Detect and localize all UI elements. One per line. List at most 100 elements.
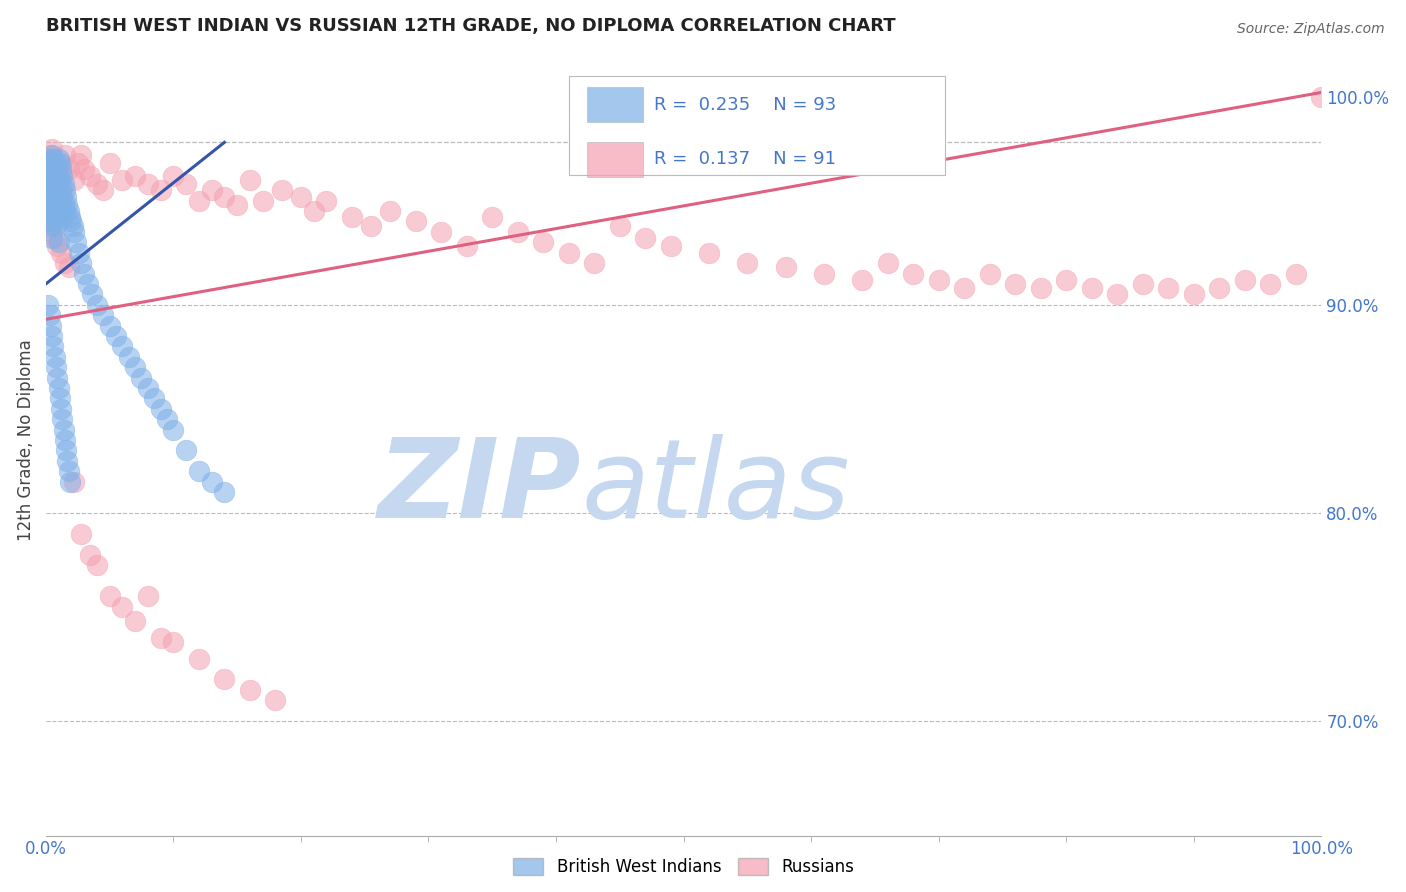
- Point: [70, 256, 93, 270]
- Point: [58, 464, 80, 478]
- Point: [45, 360, 67, 375]
- Point: [44, 177, 66, 191]
- Point: [131, 370, 153, 384]
- Point: [59, 211, 82, 225]
- Point: [56, 198, 79, 212]
- Point: [44, 198, 66, 212]
- Point: [48, 173, 70, 187]
- Point: [41, 225, 63, 239]
- Point: [49, 156, 72, 170]
- Point: [53, 256, 76, 270]
- Point: [1081, 281, 1104, 295]
- Point: [226, 198, 249, 212]
- Point: [42, 214, 65, 228]
- Point: [37, 152, 59, 166]
- Point: [42, 194, 65, 208]
- Point: [80, 287, 103, 301]
- Point: [162, 423, 184, 437]
- Point: [55, 443, 77, 458]
- Point: [37, 298, 59, 312]
- Point: [558, 245, 581, 260]
- Point: [46, 239, 69, 253]
- Point: [136, 589, 159, 603]
- Point: [39, 318, 62, 333]
- Point: [162, 635, 184, 649]
- Legend: British West Indians, Russians: British West Indians, Russians: [506, 851, 860, 882]
- Y-axis label: 12th Grade, No Diploma: 12th Grade, No Diploma: [17, 339, 35, 541]
- Point: [91, 183, 114, 197]
- Point: [58, 204, 80, 219]
- Point: [124, 614, 146, 628]
- Point: [214, 485, 236, 500]
- Point: [39, 156, 62, 170]
- Point: [70, 526, 93, 541]
- Point: [456, 239, 478, 253]
- Point: [48, 214, 70, 228]
- Text: ZIP: ZIP: [378, 434, 582, 541]
- Point: [187, 464, 209, 478]
- Point: [1260, 277, 1282, 291]
- Point: [41, 189, 63, 203]
- Point: [1004, 277, 1026, 291]
- Point: [1233, 273, 1256, 287]
- Point: [136, 381, 159, 395]
- Point: [264, 693, 287, 707]
- Point: [70, 148, 93, 162]
- Text: R =  0.137    N = 91: R = 0.137 N = 91: [654, 150, 837, 169]
- Point: [63, 173, 86, 187]
- Point: [53, 204, 76, 219]
- Point: [53, 148, 76, 162]
- Point: [98, 156, 121, 170]
- Point: [41, 169, 63, 183]
- Point: [775, 260, 797, 275]
- Point: [53, 433, 76, 447]
- Point: [162, 169, 184, 183]
- Point: [49, 392, 72, 406]
- Point: [634, 231, 657, 245]
- Point: [104, 329, 127, 343]
- Point: [124, 169, 146, 183]
- Point: [124, 360, 146, 375]
- Point: [174, 443, 197, 458]
- Point: [66, 156, 89, 170]
- Point: [56, 454, 79, 468]
- Point: [111, 173, 134, 187]
- Point: [79, 169, 101, 183]
- Point: [136, 177, 159, 191]
- Point: [48, 173, 70, 187]
- Point: [201, 475, 224, 489]
- Point: [58, 162, 80, 177]
- Point: [49, 177, 72, 191]
- Point: [52, 423, 75, 437]
- Point: [903, 267, 925, 281]
- Point: [1157, 281, 1180, 295]
- Point: [39, 219, 62, 233]
- Point: [48, 235, 70, 250]
- Point: [49, 204, 72, 219]
- Point: [380, 204, 402, 219]
- Text: R =  0.235    N = 93: R = 0.235 N = 93: [654, 95, 837, 113]
- Point: [45, 183, 67, 197]
- Point: [156, 412, 179, 426]
- Point: [39, 177, 62, 191]
- Point: [44, 231, 66, 245]
- Point: [44, 156, 66, 170]
- Point: [37, 173, 59, 187]
- Point: [45, 204, 67, 219]
- Point: [38, 162, 60, 177]
- Point: [290, 189, 312, 203]
- Point: [252, 194, 274, 208]
- Point: [59, 475, 82, 489]
- Point: [58, 260, 80, 275]
- Point: [45, 162, 67, 177]
- Point: [38, 204, 60, 219]
- Point: [46, 370, 69, 384]
- Point: [49, 401, 72, 416]
- Point: [737, 256, 759, 270]
- Point: [38, 308, 60, 322]
- Point: [51, 169, 73, 183]
- Point: [73, 162, 96, 177]
- Point: [45, 162, 67, 177]
- FancyBboxPatch shape: [586, 142, 643, 177]
- Point: [38, 148, 60, 162]
